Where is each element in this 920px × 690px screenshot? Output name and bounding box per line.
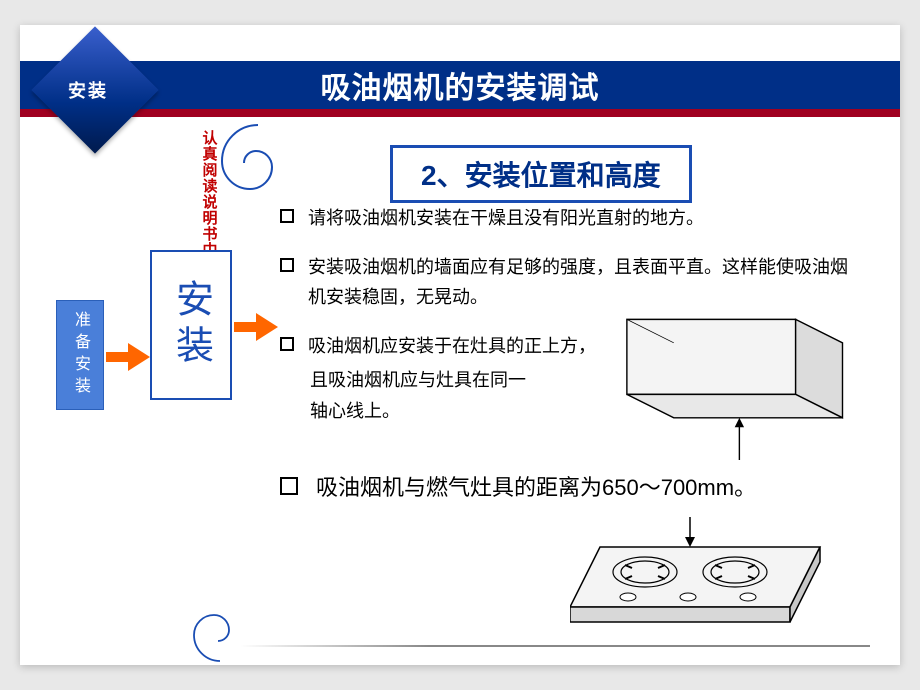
- stove-illustration: [570, 517, 840, 637]
- flow-step-install: 安装: [150, 250, 232, 400]
- flow-step-prepare: 准备安装: [56, 300, 104, 410]
- bullet-text: 吸油烟机应安装于在灶具的正上方，: [308, 331, 596, 362]
- bullet-text: 请将吸油烟机安装在干燥且没有阳光直射的地方。: [308, 203, 704, 234]
- bullet-subtext: 且吸油烟机应与灶具在同一轴心线上。: [310, 365, 530, 426]
- bullet-item: 请将吸油烟机安装在干燥且没有阳光直射的地方。: [280, 203, 860, 234]
- bullet-text: 安装吸油烟机的墙面应有足够的强度，且表面平直。这样能使吸油烟机安装稳固，无晃动。: [308, 252, 860, 313]
- bullet-item: 安装吸油烟机的墙面应有足够的强度，且表面平直。这样能使吸油烟机安装稳固，无晃动。: [280, 252, 860, 313]
- distance-note: 吸油烟机与燃气灶具的距离为650～700mm。: [280, 470, 860, 502]
- distance-text: 吸油烟机与燃气灶具的距离为650～700mm。: [316, 470, 756, 502]
- bullet-square-icon: [280, 258, 294, 272]
- arrow-icon: [128, 343, 150, 371]
- range-hood-illustration: [600, 310, 860, 460]
- slide: 吸油烟机的安装调试 安装 2、安装位置和高度 认真阅读说明书中"安装"部分 准备…: [20, 25, 900, 665]
- bullet-square-icon: [280, 337, 294, 351]
- section-title: 2、安装位置和高度: [390, 145, 692, 203]
- header-title: 吸油烟机的安装调试: [321, 63, 600, 107]
- bullet-square-icon: [280, 209, 294, 223]
- swirl-top-icon: [218, 121, 298, 201]
- header-diamond-label: 安装: [68, 77, 108, 103]
- bullet-square-icon: [280, 477, 298, 495]
- footer-divider: [240, 645, 870, 647]
- swirl-bottom-icon: [190, 605, 250, 665]
- arrow-icon: [256, 313, 278, 341]
